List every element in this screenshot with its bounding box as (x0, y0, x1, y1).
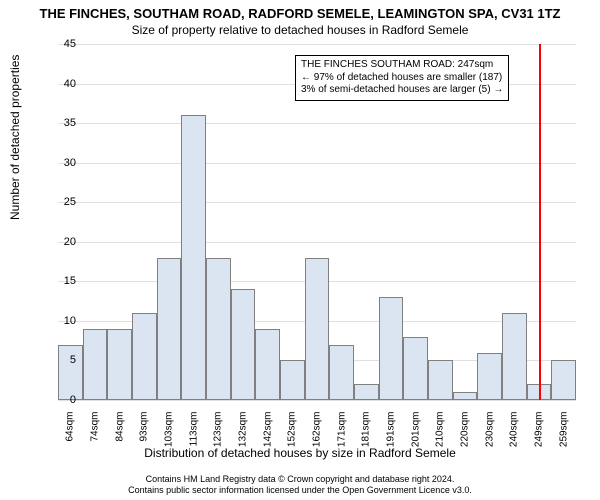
gridline (58, 44, 576, 45)
histogram-bar (157, 258, 182, 400)
gridline (58, 123, 576, 124)
footer-line-1: Contains HM Land Registry data © Crown c… (0, 474, 600, 485)
x-tick-label: 201sqm (410, 412, 421, 462)
x-tick-label: 103sqm (164, 412, 175, 462)
x-tick-label: 210sqm (435, 412, 446, 462)
annotation-property: THE FINCHES SOUTHAM ROAD: 247sqm (301, 59, 503, 72)
y-tick-label: 25 (46, 196, 76, 208)
x-tick-label: 191sqm (386, 412, 397, 462)
histogram-bar (255, 329, 280, 400)
x-tick-label: 162sqm (312, 412, 323, 462)
x-tick-label: 171sqm (336, 412, 347, 462)
histogram-bar (231, 289, 256, 400)
x-tick-label: 132sqm (238, 412, 249, 462)
histogram-bar (329, 345, 354, 400)
histogram-bar (206, 258, 231, 400)
annotation-larger: 3% of semi-detached houses are larger (5… (301, 84, 503, 97)
x-tick-label: 74sqm (90, 412, 101, 462)
gridline (58, 400, 576, 401)
x-tick-label: 152sqm (287, 412, 298, 462)
histogram-bar (428, 360, 453, 400)
histogram-bar (551, 360, 576, 400)
y-tick-label: 45 (46, 38, 76, 50)
y-tick-label: 10 (46, 315, 76, 327)
property-marker-line (539, 44, 541, 400)
histogram-bar (453, 392, 478, 400)
y-tick-label: 0 (46, 394, 76, 406)
y-tick-label: 5 (46, 354, 76, 366)
histogram-bar (107, 329, 132, 400)
histogram-bar (181, 115, 206, 400)
histogram-bar (83, 329, 108, 400)
y-tick-label: 30 (46, 157, 76, 169)
footer-line-2: Contains public sector information licen… (0, 485, 600, 496)
histogram-bar (305, 258, 330, 400)
gridline (58, 202, 576, 203)
page-subtitle: Size of property relative to detached ho… (0, 21, 600, 37)
gridline (58, 242, 576, 243)
histogram-bar (354, 384, 379, 400)
page-title-address: THE FINCHES, SOUTHAM ROAD, RADFORD SEMEL… (0, 0, 600, 21)
x-tick-label: 240sqm (509, 412, 520, 462)
x-tick-label: 249sqm (534, 412, 545, 462)
histogram-bar (477, 353, 502, 400)
y-tick-label: 35 (46, 117, 76, 129)
x-tick-label: 64sqm (65, 412, 76, 462)
annotation-smaller: ← 97% of detached houses are smaller (18… (301, 72, 503, 85)
property-marker-annotation: THE FINCHES SOUTHAM ROAD: 247sqm ← 97% o… (295, 55, 509, 101)
x-tick-label: 113sqm (188, 412, 199, 462)
x-tick-label: 123sqm (213, 412, 224, 462)
y-axis-label: Number of detached properties (8, 55, 22, 220)
y-tick-label: 15 (46, 275, 76, 287)
x-tick-label: 220sqm (460, 412, 471, 462)
histogram-bar (132, 313, 157, 400)
histogram-bar (379, 297, 404, 400)
x-tick-label: 230sqm (484, 412, 495, 462)
histogram-bar (502, 313, 527, 400)
y-tick-label: 40 (46, 78, 76, 90)
attribution-footer: Contains HM Land Registry data © Crown c… (0, 474, 600, 497)
x-tick-label: 93sqm (139, 412, 150, 462)
histogram-bar (58, 345, 83, 400)
x-tick-label: 142sqm (262, 412, 273, 462)
x-tick-label: 259sqm (558, 412, 569, 462)
y-tick-label: 20 (46, 236, 76, 248)
histogram-bar (280, 360, 305, 400)
x-tick-label: 84sqm (114, 412, 125, 462)
histogram-bar (403, 337, 428, 400)
gridline (58, 163, 576, 164)
x-tick-label: 181sqm (361, 412, 372, 462)
